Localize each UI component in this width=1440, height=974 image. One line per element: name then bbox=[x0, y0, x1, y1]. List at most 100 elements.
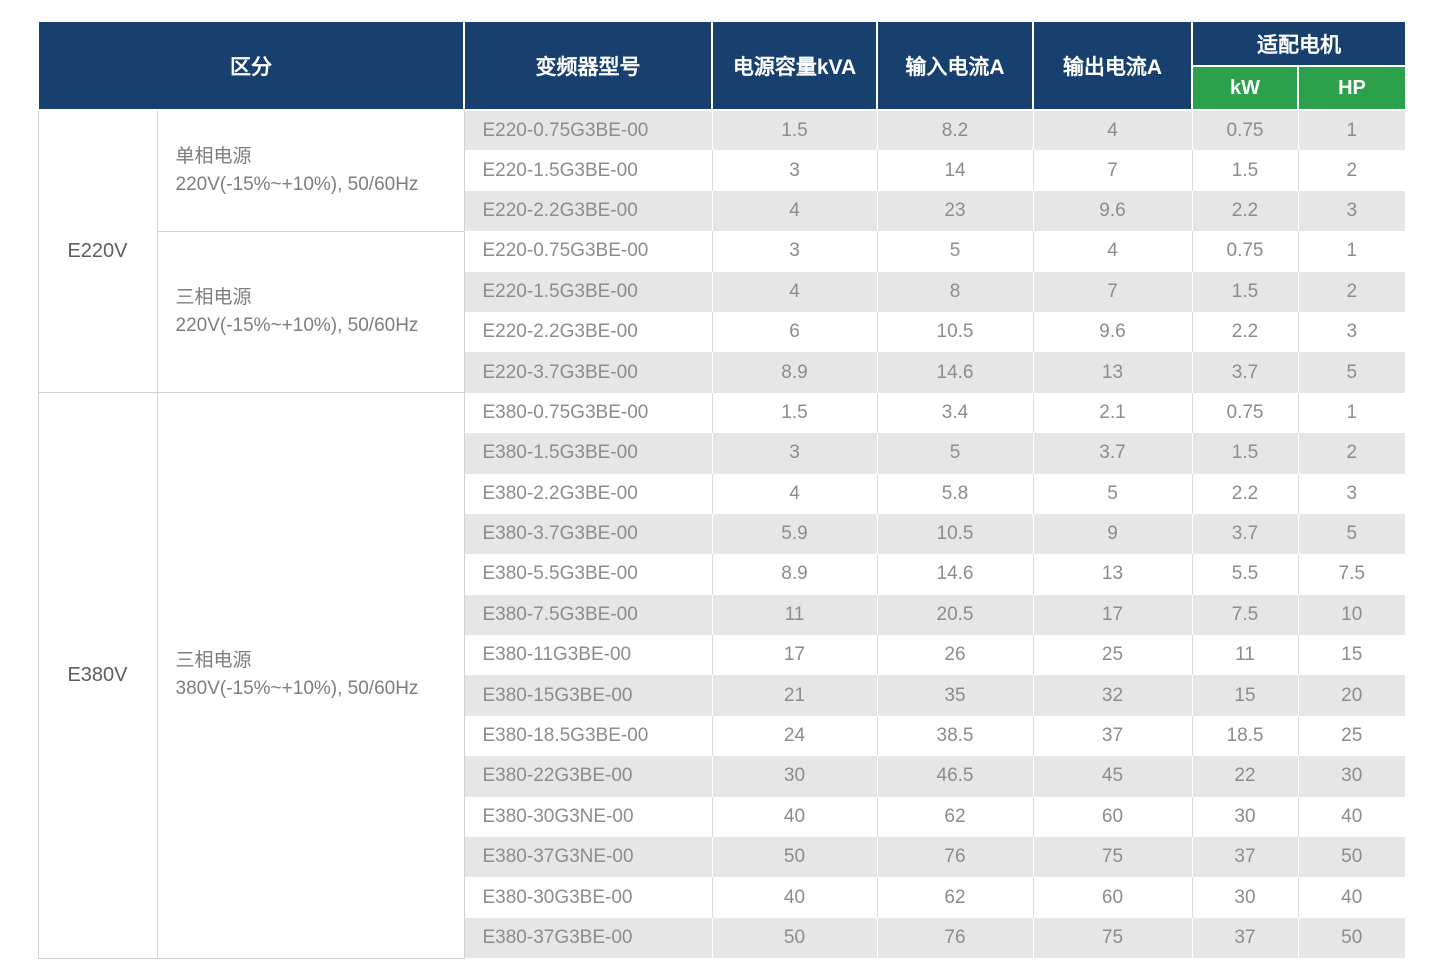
hp-cell: 2 bbox=[1297, 150, 1405, 191]
table-row: E220-3.7G3BE-00 8.9 14.6 13 3.7 5 bbox=[38, 352, 1405, 393]
input-current-cell: 35 bbox=[876, 675, 1033, 716]
model-cell: E380-11G3BE-00 bbox=[463, 635, 712, 676]
model-cell: E380-7.5G3BE-00 bbox=[463, 594, 712, 636]
model-cell: E220-2.2G3BE-00 bbox=[463, 311, 712, 353]
model-cell: E380-1.5G3BE-00 bbox=[463, 433, 712, 474]
output-current-cell: 9.6 bbox=[1032, 311, 1192, 353]
input-current-cell: 5.8 bbox=[876, 473, 1033, 514]
hp-cell: 7.5 bbox=[1297, 554, 1405, 595]
table-row: E380-5.5G3BE-00 8.9 14.6 13 5.5 7.5 bbox=[38, 554, 1405, 595]
capacity-cell: 1.5 bbox=[711, 392, 877, 434]
kw-cell: 2.2 bbox=[1191, 473, 1298, 514]
input-current-cell: 76 bbox=[876, 837, 1033, 878]
hp-cell: 10 bbox=[1297, 594, 1405, 636]
kw-cell: 0.75 bbox=[1191, 110, 1298, 151]
capacity-cell: 17 bbox=[711, 635, 877, 676]
table-row: E380V 三相电源 380V(-15%~+10%), 50/60Hz E380-0.… bbox=[37, 392, 1405, 959]
capacity-cell: 3 bbox=[711, 150, 877, 191]
header-capacity: 电源容量kVA bbox=[711, 22, 877, 111]
input-current-cell: 76 bbox=[876, 917, 1033, 959]
hp-cell: 50 bbox=[1297, 837, 1405, 878]
output-current-cell: 7 bbox=[1032, 271, 1192, 312]
capacity-cell: 4 bbox=[711, 271, 877, 312]
kw-cell: 7.5 bbox=[1191, 594, 1298, 636]
model-cell: E380-30G3BE-00 bbox=[463, 877, 712, 918]
kw-cell: 37 bbox=[1191, 837, 1298, 878]
output-current-cell: 75 bbox=[1032, 917, 1192, 959]
hp-cell: 2 bbox=[1297, 433, 1405, 474]
voltage-group-cell: E380V bbox=[37, 392, 158, 959]
table-row: E380-18.5G3BE-00 24 38.5 37 18.5 25 bbox=[38, 715, 1405, 757]
model-cell: E380-5.5G3BE-00 bbox=[463, 554, 712, 595]
output-current-cell: 75 bbox=[1032, 837, 1192, 878]
kw-cell: 18.5 bbox=[1191, 715, 1298, 757]
kw-cell: 30 bbox=[1191, 796, 1298, 838]
voltage-spec-label: 220V(-15%~+10%), 50/60Hz bbox=[175, 173, 419, 195]
capacity-cell: 30 bbox=[711, 756, 877, 797]
table-row: E380-22G3BE-00 30 46.5 45 22 30 bbox=[38, 756, 1405, 797]
model-cell: E380-22G3BE-00 bbox=[463, 756, 712, 797]
input-current-cell: 20.5 bbox=[876, 594, 1033, 636]
output-current-cell: 37 bbox=[1032, 715, 1192, 757]
input-current-cell: 38.5 bbox=[876, 715, 1033, 757]
capacity-cell: 4 bbox=[711, 190, 877, 232]
model-cell: E380-18.5G3BE-00 bbox=[463, 715, 712, 757]
table-row: E380-30G3BE-00 40 62 60 30 40 bbox=[38, 877, 1405, 918]
capacity-cell: 6 bbox=[711, 311, 877, 353]
capacity-cell: 21 bbox=[711, 675, 877, 716]
kw-cell: 0.75 bbox=[1191, 392, 1298, 434]
capacity-cell: 11 bbox=[711, 594, 877, 636]
capacity-cell: 8.9 bbox=[711, 352, 877, 393]
capacity-cell: 50 bbox=[711, 917, 877, 959]
hp-cell: 5 bbox=[1297, 513, 1405, 555]
header-input-current: 输入电流A bbox=[876, 22, 1033, 111]
output-current-cell: 60 bbox=[1032, 877, 1192, 918]
input-current-cell: 46.5 bbox=[876, 756, 1033, 797]
voltage-spec-label: 380V(-15%~+10%), 50/60Hz bbox=[175, 678, 419, 700]
input-current-cell: 26 bbox=[876, 635, 1033, 676]
output-current-cell: 17 bbox=[1032, 594, 1192, 636]
table-row: E220-1.5G3BE-00 3 14 7 1.5 2 bbox=[38, 150, 1405, 191]
input-current-cell: 5 bbox=[876, 433, 1033, 474]
table-row: E380-7.5G3BE-00 11 20.5 17 7.5 10 bbox=[38, 594, 1405, 636]
model-cell: E220-3.7G3BE-00 bbox=[463, 352, 712, 393]
input-current-cell: 8 bbox=[876, 271, 1033, 312]
kw-cell: 1.5 bbox=[1191, 150, 1298, 191]
capacity-cell: 5.9 bbox=[711, 513, 877, 555]
hp-cell: 1 bbox=[1297, 110, 1405, 151]
capacity-cell: 40 bbox=[711, 796, 877, 838]
header-motor-kw: kW bbox=[1191, 66, 1298, 111]
table-row: E380-1.5G3BE-00 3 5 3.7 1.5 2 bbox=[38, 433, 1405, 474]
table-row: E220-2.2G3BE-00 4 23 9.6 2.2 3 bbox=[38, 190, 1405, 232]
input-current-cell: 8.2 bbox=[876, 110, 1033, 151]
hp-cell: 2 bbox=[1297, 271, 1405, 312]
model-cell: E380-30G3NE-00 bbox=[463, 796, 712, 838]
output-current-cell: 32 bbox=[1032, 675, 1192, 716]
kw-cell: 37 bbox=[1191, 917, 1298, 959]
hp-cell: 3 bbox=[1297, 311, 1405, 353]
hp-cell: 3 bbox=[1297, 190, 1405, 232]
kw-cell: 5.5 bbox=[1191, 554, 1298, 595]
kw-cell: 1.5 bbox=[1191, 271, 1298, 312]
model-cell: E220-2.2G3BE-00 bbox=[463, 190, 712, 232]
hp-cell: 5 bbox=[1297, 352, 1405, 393]
hp-cell: 40 bbox=[1297, 796, 1405, 838]
output-current-cell: 13 bbox=[1032, 352, 1192, 393]
header-motor: 适配电机 bbox=[1191, 22, 1405, 67]
input-current-cell: 10.5 bbox=[876, 311, 1033, 353]
output-current-cell: 45 bbox=[1032, 756, 1192, 797]
table-row: E220-2.2G3BE-00 6 10.5 9.6 2.2 3 bbox=[38, 311, 1405, 353]
inverter-spec-table: 区分 变频器型号 电源容量kVA 输入电流A 输出电流A 适配电机 kW HP … bbox=[37, 22, 1405, 959]
kw-cell: 2.2 bbox=[1191, 190, 1298, 232]
kw-cell: 22 bbox=[1191, 756, 1298, 797]
capacity-cell: 40 bbox=[711, 877, 877, 918]
hp-cell: 3 bbox=[1297, 473, 1405, 514]
table-row: E380-2.2G3BE-00 4 5.8 5 2.2 3 bbox=[38, 473, 1405, 514]
header-output-current: 输出电流A bbox=[1032, 22, 1192, 111]
input-current-cell: 62 bbox=[876, 877, 1033, 918]
phase-label: 三相电源 bbox=[175, 286, 252, 308]
hp-cell: 25 bbox=[1297, 715, 1405, 757]
voltage-group-cell: E220V bbox=[37, 110, 158, 394]
hp-cell: 50 bbox=[1297, 917, 1405, 959]
